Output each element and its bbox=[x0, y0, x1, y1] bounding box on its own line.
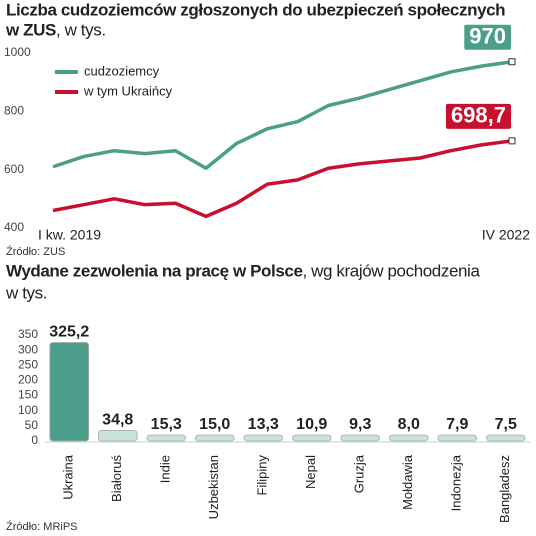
bar bbox=[485, 434, 526, 442]
value-label: 7,5 bbox=[495, 416, 517, 433]
y-tick-label: 150 bbox=[18, 388, 38, 402]
y-tick-label: 1000 bbox=[4, 45, 31, 59]
x-tick-label: Ukraina bbox=[61, 454, 76, 500]
bar bbox=[243, 434, 284, 442]
y-tick-label: 350 bbox=[18, 327, 38, 341]
bar bbox=[388, 434, 429, 442]
value-label: 698,7 bbox=[451, 103, 506, 128]
end-marker bbox=[508, 137, 516, 145]
bar bbox=[146, 434, 187, 442]
bar bbox=[340, 434, 381, 442]
y-tick-label: 200 bbox=[18, 373, 38, 387]
y-tick-label: 600 bbox=[4, 162, 24, 176]
x-tick-label: Nepal bbox=[303, 455, 318, 489]
chart-subtitle: , wg krajów pochodzenia bbox=[303, 261, 481, 280]
unit: w tys. bbox=[5, 283, 47, 302]
y-tick-label: 100 bbox=[18, 403, 38, 417]
chart-title: Liczba cudzoziemców zgłoszonych do ubezp… bbox=[6, 0, 505, 19]
x-tick-label: Indie bbox=[158, 455, 173, 483]
x-tick-label: IV 2022 bbox=[482, 227, 530, 243]
bar bbox=[291, 434, 332, 442]
value-label: 10,9 bbox=[296, 416, 327, 433]
value-label: 15,0 bbox=[199, 416, 230, 433]
end-marker bbox=[508, 58, 516, 66]
value-label: 9,3 bbox=[349, 416, 371, 433]
value-label-box bbox=[443, 101, 513, 131]
x-tick-label: Białoruś bbox=[109, 455, 124, 502]
value-label: 15,3 bbox=[151, 416, 182, 433]
y-tick-label: 400 bbox=[4, 220, 24, 234]
y-tick-label: 300 bbox=[18, 342, 38, 356]
value-label-box bbox=[462, 22, 513, 52]
value-label: 13,3 bbox=[248, 416, 279, 433]
y-tick-label: 250 bbox=[18, 357, 38, 371]
y-tick-label: 0 bbox=[31, 433, 38, 447]
source: Źródło: ZUS bbox=[6, 245, 65, 258]
value-label: 8,0 bbox=[398, 416, 420, 433]
x-tick-label: I kw. 2019 bbox=[38, 227, 101, 243]
x-tick-label: Indonezja bbox=[449, 454, 464, 511]
bar bbox=[437, 434, 478, 442]
chart-subtitle: , w tys. bbox=[56, 20, 106, 39]
line bbox=[52, 139, 513, 219]
x-tick-label: Mołdawia bbox=[400, 454, 415, 510]
y-tick-label: 50 bbox=[25, 418, 39, 432]
x-tick-label: Gruzja bbox=[352, 454, 367, 493]
y-tick-label: 800 bbox=[4, 104, 24, 118]
legend-label: w tym Ukraińcy bbox=[83, 83, 173, 98]
x-tick-label: Filipiny bbox=[255, 455, 270, 496]
bar bbox=[49, 342, 90, 442]
legend-label: cudzoziemcy bbox=[84, 63, 160, 78]
bar bbox=[194, 434, 235, 442]
x-tick-label: Bangladesz bbox=[497, 455, 512, 523]
chart-title: Wydane zezwolenia na pracę w Polsce bbox=[6, 261, 303, 280]
value-label: 325,2 bbox=[49, 324, 89, 341]
value-label: 7,9 bbox=[446, 416, 468, 433]
value-label: 970 bbox=[469, 24, 506, 49]
value-label: 34,8 bbox=[102, 412, 133, 429]
x-tick-label: Uzbekistan bbox=[206, 455, 221, 519]
line bbox=[52, 60, 513, 170]
chart-title: w ZUS bbox=[5, 20, 56, 39]
bar bbox=[97, 430, 138, 442]
source: Źródło: MRiPS bbox=[6, 520, 78, 533]
